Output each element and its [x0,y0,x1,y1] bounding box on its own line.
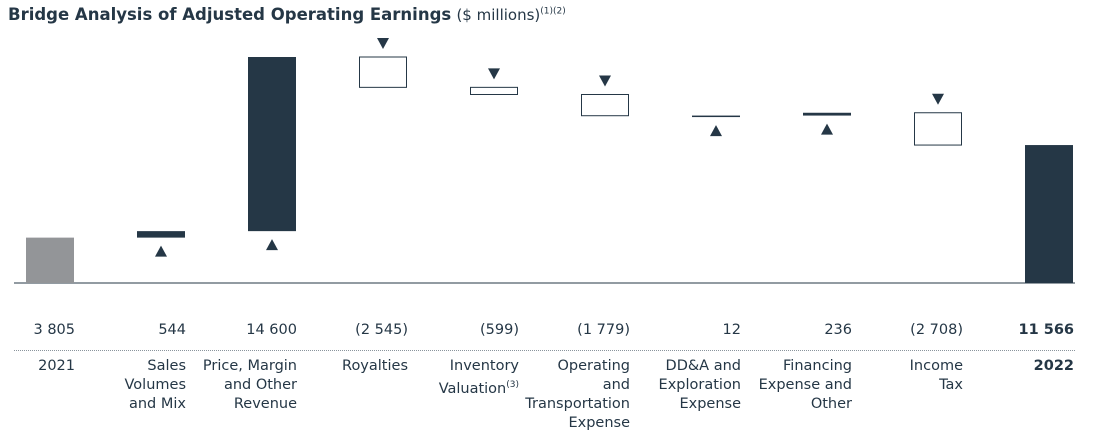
increase-marker [710,125,722,137]
category-label: Sales Volumes and Mix [56,357,186,414]
category-label: Financing Expense and Other [722,357,852,414]
value-label: (1 779) [577,322,630,338]
bar-increase [137,231,185,238]
value-label: 544 [158,322,186,338]
value-label: 12 [722,322,741,338]
value-label: 14 600 [246,322,297,338]
decrease-marker [377,38,389,49]
increase-marker [266,239,278,251]
title-notes: (1)(2) [540,6,566,17]
bar-increase [803,112,851,116]
category-text: 2021 [38,358,75,374]
bar-start [26,237,74,283]
value-label: (2 708) [910,322,963,338]
chart-title-block: Bridge Analysis of Adjusted Operating Ea… [8,5,566,24]
category-label: Price, Margin and Other Revenue [167,357,297,414]
category-text: DD&A and Exploration Expense [658,358,741,412]
category-label: 2022 [944,357,1074,376]
category-label: Income Tax [833,357,963,395]
value-label: 11 566 [1018,322,1075,338]
increase-marker [155,245,167,257]
value-label: 3 805 [33,322,75,338]
category-label: Operating and Transportation Expense [500,357,630,433]
bar-decrease [470,86,518,95]
category-text: Inventory Valuation [438,358,519,397]
decrease-marker [932,93,944,105]
value-label: (599) [480,322,519,338]
chart-subtitle: ($ millions) [456,6,541,24]
separator [14,350,1075,351]
increase-marker [821,123,833,135]
category-text: 2022 [1033,358,1074,374]
decrease-marker [599,75,611,87]
bar-decrease [581,93,629,117]
category-text: Royalties [342,358,408,374]
category-text: Financing Expense and Other [758,358,852,412]
bar-decrease [359,56,407,88]
bar-increase [248,57,296,232]
value-label: (2 545) [355,322,408,338]
category-label: 2021 [0,357,75,376]
category-label: DD&A and Exploration Expense [611,357,741,414]
decrease-marker [488,68,500,80]
chart-title: Bridge Analysis of Adjusted Operating Ea… [8,5,452,24]
bar-total [1025,145,1073,283]
bar-increase [692,115,740,118]
category-label: Royalties [278,357,408,376]
category-label: Inventory Valuation(3) [389,357,519,399]
category-text: Price, Margin and Other Revenue [202,358,297,412]
category-note: (3) [506,380,519,390]
category-text: Income Tax [909,358,963,393]
category-text: Sales Volumes and Mix [124,358,186,412]
category-text: Operating and Transportation Expense [525,358,630,431]
bar-decrease [914,112,962,146]
value-label: 236 [824,322,852,338]
